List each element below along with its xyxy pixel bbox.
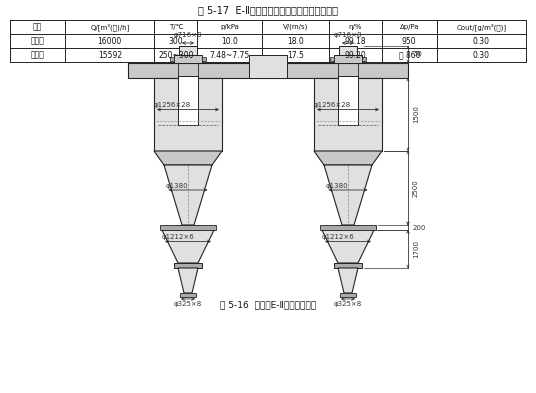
Text: η/%: η/% [349,24,362,30]
Bar [249,55,287,78]
Text: φ716×8: φ716×8 [334,32,362,38]
Polygon shape [338,268,358,293]
Bar [202,57,206,61]
Text: Q/[m³(标)/h]: Q/[m³(标)/h] [90,23,130,31]
Text: T/℃: T/℃ [169,24,183,30]
Bar [154,78,222,151]
Bar [175,225,201,230]
Text: 50: 50 [413,51,422,57]
Text: φ1380: φ1380 [166,183,188,189]
Text: 1500: 1500 [413,106,419,123]
Text: φ325×8: φ325×8 [334,301,362,307]
Text: 15592: 15592 [98,50,122,59]
Text: 200: 200 [413,224,426,231]
Bar [174,263,202,268]
Text: 7.48~7.75: 7.48~7.75 [210,50,250,59]
Bar [160,225,216,230]
Text: 16000: 16000 [98,37,122,46]
Polygon shape [324,165,372,225]
Text: 99.20: 99.20 [345,50,367,59]
Bar [180,293,196,297]
Bar [362,57,366,61]
Text: φ325×8: φ325×8 [174,301,202,307]
Bar [339,46,357,55]
Text: 18.0: 18.0 [287,37,304,46]
Text: φ716×8: φ716×8 [174,32,202,38]
Polygon shape [322,230,374,263]
Text: 10.0: 10.0 [221,37,238,46]
Bar [170,57,174,61]
Text: 计算值: 计算值 [31,37,44,46]
Text: V/(m/s): V/(m/s) [283,24,308,30]
Bar [314,78,382,151]
Text: Δp/Pa: Δp/Pa [399,24,419,30]
Polygon shape [154,151,222,165]
Text: 项目: 项目 [33,22,42,31]
Text: 300: 300 [168,37,183,46]
Text: Cout/[g/m³(标)]: Cout/[g/m³(标)] [456,23,507,31]
Text: 17.5: 17.5 [287,50,304,59]
Text: φ1212×6: φ1212×6 [322,235,355,241]
Text: 99.18: 99.18 [345,37,366,46]
Text: φ1380: φ1380 [325,183,348,189]
Bar [320,225,376,230]
Text: p/kPa: p/kPa [220,24,239,30]
Bar [340,293,356,297]
Bar [356,225,360,230]
Bar [179,46,197,55]
Polygon shape [164,165,212,225]
Text: φ1256×28: φ1256×28 [154,103,191,108]
Bar [174,55,202,63]
Bar [335,225,361,230]
Text: 表 5-17  E-Ⅱ型旋风除尘器计算值与实测值比较: 表 5-17 E-Ⅱ型旋风除尘器计算值与实测值比较 [198,5,338,15]
Text: 1700: 1700 [413,240,419,258]
Polygon shape [314,151,382,165]
Bar [176,225,180,230]
Text: 图 5-16  造气炉E-Ⅱ型旋风除尘器: 图 5-16 造气炉E-Ⅱ型旋风除尘器 [220,300,316,309]
Text: 0.30: 0.30 [473,37,490,46]
Bar [128,63,408,78]
Text: 2500: 2500 [413,179,419,197]
Text: 0.30: 0.30 [473,50,490,59]
Text: φ1212×6: φ1212×6 [162,235,195,241]
Bar [178,76,198,125]
Bar [336,225,340,230]
Text: φ1256×28: φ1256×28 [314,103,351,108]
Text: 约 860: 约 860 [399,50,420,59]
Bar [338,76,358,125]
Text: 实测值: 实测值 [31,50,44,59]
Bar [330,57,334,61]
Text: 950: 950 [402,37,416,46]
Bar [334,263,362,268]
Text: 250~300: 250~300 [158,50,193,59]
Polygon shape [178,268,198,293]
Polygon shape [162,230,214,263]
Bar [334,55,362,63]
Bar [196,225,200,230]
